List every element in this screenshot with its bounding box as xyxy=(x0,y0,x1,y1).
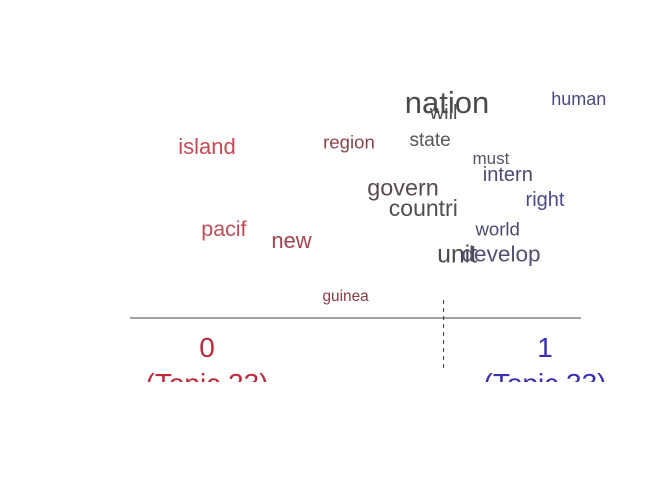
axis-tick-labels: 0 (Topic 23) 1 (Topic 33) xyxy=(146,332,607,399)
tick-label-1: 1 xyxy=(537,332,553,363)
word-label-govern: govern xyxy=(367,175,439,201)
tick-label-0: 0 xyxy=(199,332,215,363)
word-label-human: human xyxy=(551,89,606,109)
word-label-nation: nation xyxy=(405,85,489,120)
word-label-state: state xyxy=(409,130,450,151)
word-label-island: island xyxy=(178,134,235,159)
word-label-develop: develop xyxy=(461,242,540,267)
word-label-right: right xyxy=(526,189,565,211)
word-label-guinea: guinea xyxy=(322,288,369,305)
word-label-world: world xyxy=(474,218,519,239)
word-label-pacif: pacif xyxy=(201,217,246,241)
word-label-region: region xyxy=(323,131,375,152)
word-labels: nation human will island region state mustinte… xyxy=(178,85,606,305)
tick-sublabel-1: (Topic 33) xyxy=(484,368,607,399)
word-label-intern: intern xyxy=(483,164,533,186)
word-label-must: must xyxy=(472,149,509,168)
tick-sublabel-0: (Topic 23) xyxy=(146,368,269,399)
word-label-new: new xyxy=(271,228,311,253)
word-label-countri: countri xyxy=(389,195,458,221)
word-label-unit: unit xyxy=(437,241,477,268)
word-label-will: will xyxy=(429,102,458,124)
